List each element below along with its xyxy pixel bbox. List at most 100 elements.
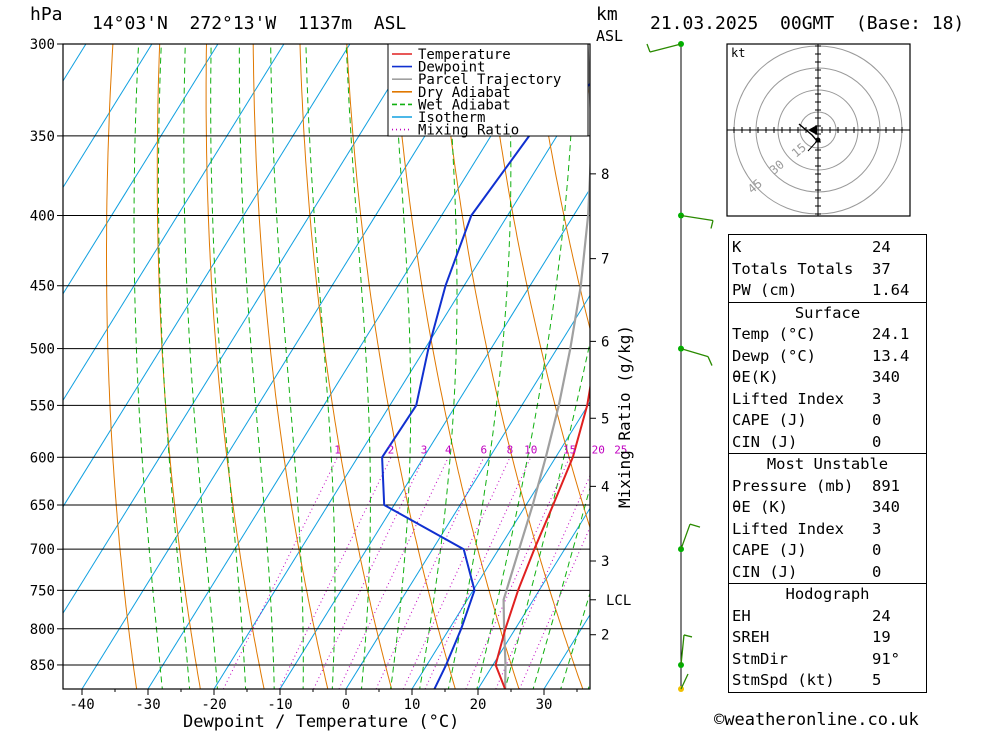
- mixing-ratio-label: 20: [592, 443, 605, 456]
- field-name: EH: [732, 606, 751, 625]
- table-row: Totals Totals 37: [729, 259, 926, 281]
- isotherm-line: [63, 44, 417, 615]
- table-row: SREH 19: [729, 627, 926, 649]
- dry-adiabat-line: [205, 44, 265, 689]
- table-row: K 24: [729, 237, 926, 259]
- temperature-axis: -40 -30 -20 -10 0 10 20 30: [69, 689, 578, 713]
- index-name: Totals Totals: [732, 259, 854, 278]
- profile-lines: [381, 44, 590, 689]
- isotherm-line: [81, 44, 483, 689]
- mixing-ratio-line: [222, 457, 338, 689]
- field-value: 0: [872, 541, 882, 559]
- hodograph-point: [815, 137, 821, 143]
- stability-indices-table: K 24 Totals Totals 37 PW (cm) 1.64: [728, 234, 927, 303]
- temperature-tick-label: 10: [404, 697, 421, 713]
- field-value: 13.4: [872, 346, 910, 365]
- pressure-tick-label: 700: [30, 542, 55, 558]
- mixing-ratio-line: [338, 457, 449, 689]
- field-name: SREH: [732, 628, 770, 646]
- field-name: CIN (J): [732, 562, 798, 581]
- wet-adiabat-line: [157, 44, 191, 689]
- dry-adiabat-line: [106, 44, 138, 689]
- index-value: 37: [872, 259, 891, 278]
- field-value: 340: [872, 368, 900, 386]
- hodograph-unit-label: kt: [731, 46, 745, 60]
- table-row: CAPE (J) 0: [729, 540, 926, 562]
- mixing-ratio-label: 2: [388, 443, 395, 456]
- mixing-ratio-labels: 1 2 3 4 6 8 10 15 20 25: [334, 443, 627, 456]
- height-tick-label: 5: [601, 411, 609, 427]
- height-tick-label: 8: [601, 167, 609, 183]
- indices-tables: K 24 Totals Totals 37 PW (cm) 1.64 Surface …: [728, 234, 927, 693]
- datetime-label: 21.03.2025 00GMT (Base: 18): [650, 13, 964, 34]
- field-value: 3: [872, 519, 882, 538]
- temperature-tick-label: 0: [342, 697, 350, 713]
- legend-label: Mixing Ratio: [418, 123, 519, 139]
- field-value: 5: [872, 671, 882, 689]
- table-row: CAPE (J) 0: [729, 410, 926, 432]
- legend-label: Isotherm: [418, 110, 485, 126]
- height-tick-label: 4: [601, 479, 609, 495]
- wind-barb: [680, 214, 714, 229]
- wind-barb: [680, 634, 693, 666]
- wet-adiabat-line: [504, 340, 590, 689]
- wet-adiabat-line: [270, 44, 304, 689]
- table-row: Temp (°C) 24.1: [729, 324, 926, 346]
- legend-label: Wet Adiabat: [418, 97, 511, 113]
- wet-adiabat-line: [447, 44, 512, 689]
- pressure-tick-label: 650: [30, 498, 55, 514]
- pressure-tick-label: 850: [30, 658, 55, 674]
- hodograph-trace: [798, 123, 819, 143]
- pressure-unit-label: hPa: [30, 4, 63, 25]
- field-value: 91°: [872, 649, 900, 668]
- table-row: Lifted Index 3: [729, 389, 926, 411]
- wind-barb: [680, 347, 713, 366]
- mixing-ratio-line: [313, 457, 425, 689]
- field-name: Dewp (°C): [732, 346, 816, 365]
- field-value: 891: [872, 476, 900, 495]
- most-unstable-table: Most Unstable Pressure (mb) 891 θE (K) 340…: [728, 454, 927, 584]
- wet-adiabat-line: [532, 485, 590, 689]
- height-tick-label: 3: [601, 554, 609, 570]
- table-row: θE (K) 340: [729, 497, 926, 519]
- temperature-line: [494, 382, 590, 689]
- wet-adiabat-line: [390, 44, 412, 689]
- dry-adiabat-line: [955, 44, 1000, 689]
- mixing-ratio-line: [465, 457, 571, 689]
- isotherm-line: [63, 44, 285, 402]
- index-value: 1.64: [872, 281, 910, 299]
- table-row: EH 24: [729, 606, 926, 628]
- index-value: 24: [872, 238, 891, 256]
- temperature-tick-label: 20: [470, 697, 487, 713]
- mixing-ratio-label: 3: [421, 443, 428, 456]
- wet-adiabat-line: [476, 44, 575, 689]
- wet-adiabat-line: [183, 44, 218, 689]
- dry-adiabat-line: [156, 44, 201, 689]
- field-name: Lifted Index: [732, 389, 844, 408]
- wind-profile: [646, 41, 714, 692]
- surface-title: Surface: [794, 303, 861, 322]
- mixing-ratio-label: 15: [563, 443, 576, 456]
- storm-motion-marker: [808, 125, 817, 135]
- field-name: CIN (J): [732, 432, 798, 451]
- table-row: CIN (J) 0: [729, 562, 926, 584]
- field-name: Temp (°C): [732, 325, 816, 343]
- mixing-ratio-line: [424, 457, 532, 689]
- mixing-ratio-label: 1: [334, 443, 341, 456]
- wet-adiabat-line: [210, 44, 247, 689]
- mixing-ratio-line: [402, 457, 511, 689]
- pressure-tick-label: 600: [30, 450, 55, 466]
- field-name: θE (K): [732, 498, 788, 516]
- wet-adiabat-line: [560, 591, 590, 689]
- background-lines: [63, 44, 1000, 689]
- dewpoint-line: [381, 82, 590, 689]
- copyright-footer[interactable]: ©weatheronline.co.uk: [714, 710, 919, 730]
- mixing-ratio-label: 10: [524, 443, 537, 456]
- dry-adiabat-line: [346, 44, 456, 689]
- isotherm-line: [63, 44, 219, 295]
- mixing-ratio-label: 4: [445, 443, 452, 456]
- mixing-ratio-line: [278, 457, 392, 689]
- field-value: 19: [872, 628, 891, 646]
